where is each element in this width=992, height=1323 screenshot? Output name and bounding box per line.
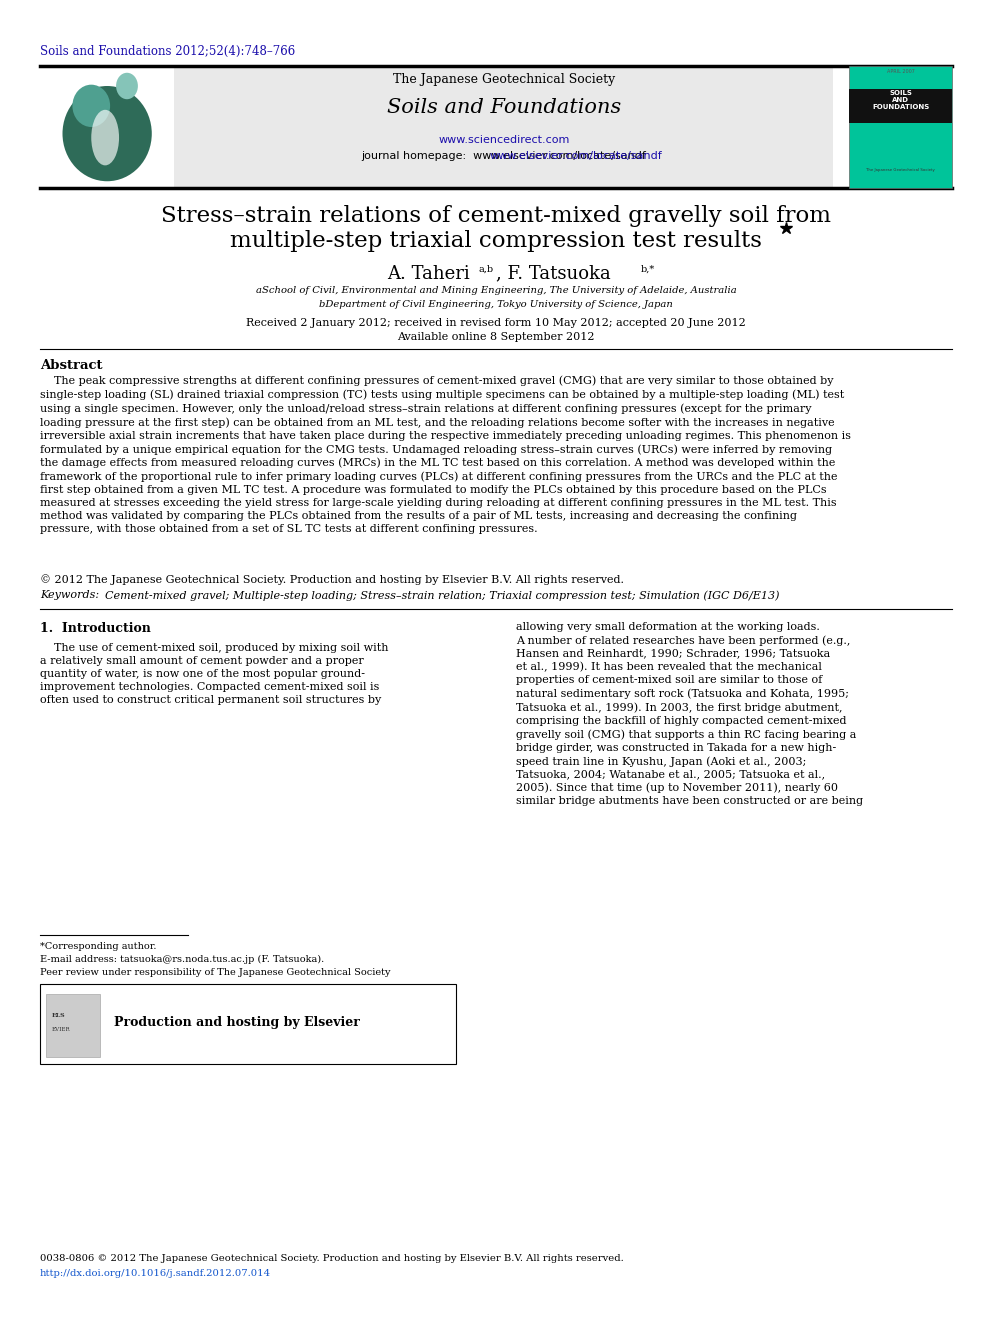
Text: E-mail address: tatsuoka@rs.noda.tus.ac.jp (F. Tatsuoka).: E-mail address: tatsuoka@rs.noda.tus.ac.… — [40, 955, 324, 964]
Text: allowing very small deformation at the working loads.
A number of related resear: allowing very small deformation at the w… — [516, 622, 863, 807]
Bar — [849, 66, 952, 188]
Ellipse shape — [62, 86, 152, 181]
Text: Soils and Foundations 2012;52(4):748–766: Soils and Foundations 2012;52(4):748–766 — [40, 45, 295, 58]
Text: multiple-step triaxial compression test results: multiple-step triaxial compression test … — [230, 230, 762, 253]
Text: A. Taheri: A. Taheri — [387, 265, 469, 283]
Text: Available online 8 September 2012: Available online 8 September 2012 — [397, 332, 595, 343]
Text: 0038-0806 © 2012 The Japanese Geotechnical Society. Production and hosting by El: 0038-0806 © 2012 The Japanese Geotechnic… — [40, 1254, 623, 1263]
Ellipse shape — [72, 85, 110, 127]
Text: Keywords:: Keywords: — [40, 590, 106, 601]
Text: The Japanese Geotechnical Society: The Japanese Geotechnical Society — [393, 73, 615, 86]
Text: Production and hosting by Elsevier: Production and hosting by Elsevier — [114, 1016, 360, 1029]
Bar — [849, 89, 952, 123]
Bar — [40, 984, 456, 1064]
Text: Cement-mixed gravel; Multiple-step loading; Stress–strain relation; Triaxial com: Cement-mixed gravel; Multiple-step loadi… — [105, 590, 780, 601]
Text: Soils and Foundations: Soils and Foundations — [387, 98, 621, 116]
Text: SOILS
AND
FOUNDATIONS: SOILS AND FOUNDATIONS — [872, 90, 930, 110]
Text: *Corresponding author.: *Corresponding author. — [40, 942, 156, 951]
Text: http://dx.doi.org/10.1016/j.sandf.2012.07.014: http://dx.doi.org/10.1016/j.sandf.2012.0… — [40, 1269, 271, 1278]
Text: b,*: b,* — [641, 265, 655, 274]
Text: www.sciencedirect.com: www.sciencedirect.com — [438, 135, 569, 146]
Text: Stress–strain relations of cement-mixed gravelly soil from: Stress–strain relations of cement-mixed … — [161, 205, 831, 228]
Text: EVIER: EVIER — [52, 1027, 70, 1032]
Text: aSchool of Civil, Environmental and Mining Engineering, The University of Adelai: aSchool of Civil, Environmental and Mini… — [256, 286, 736, 295]
Text: ELS: ELS — [52, 1013, 65, 1019]
Bar — [174, 66, 833, 188]
Text: Received 2 January 2012; received in revised form 10 May 2012; accepted 20 June : Received 2 January 2012; received in rev… — [246, 318, 746, 328]
Text: 1.  Introduction: 1. Introduction — [40, 622, 151, 635]
Text: Peer review under responsibility of The Japanese Geotechnical Society: Peer review under responsibility of The … — [40, 968, 390, 978]
Text: bDepartment of Civil Engineering, Tokyo University of Science, Japan: bDepartment of Civil Engineering, Tokyo … — [319, 300, 673, 310]
Text: , F. Tatsuoka: , F. Tatsuoka — [496, 265, 611, 283]
Text: © 2012 The Japanese Geotechnical Society. Production and hosting by Elsevier B.V: © 2012 The Japanese Geotechnical Society… — [40, 574, 624, 585]
Ellipse shape — [116, 73, 138, 99]
Text: Abstract: Abstract — [40, 359, 102, 372]
Text: The use of cement-mixed soil, produced by mixing soil with
a relatively small am: The use of cement-mixed soil, produced b… — [40, 643, 388, 705]
Text: The Japanese Geotechnical Society: The Japanese Geotechnical Society — [866, 168, 935, 172]
Text: The peak compressive strengths at different confining pressures of cement-mixed : The peak compressive strengths at differ… — [40, 376, 851, 534]
Text: www.elsevier.com/locate/sandf: www.elsevier.com/locate/sandf — [490, 151, 663, 161]
Text: APRIL 2007: APRIL 2007 — [887, 69, 915, 74]
Text: journal homepage:  www.elsevier.com/locate/sandf: journal homepage: www.elsevier.com/locat… — [361, 151, 647, 161]
Text: a,b: a,b — [478, 265, 493, 274]
Ellipse shape — [91, 110, 119, 165]
Bar — [46, 994, 100, 1057]
